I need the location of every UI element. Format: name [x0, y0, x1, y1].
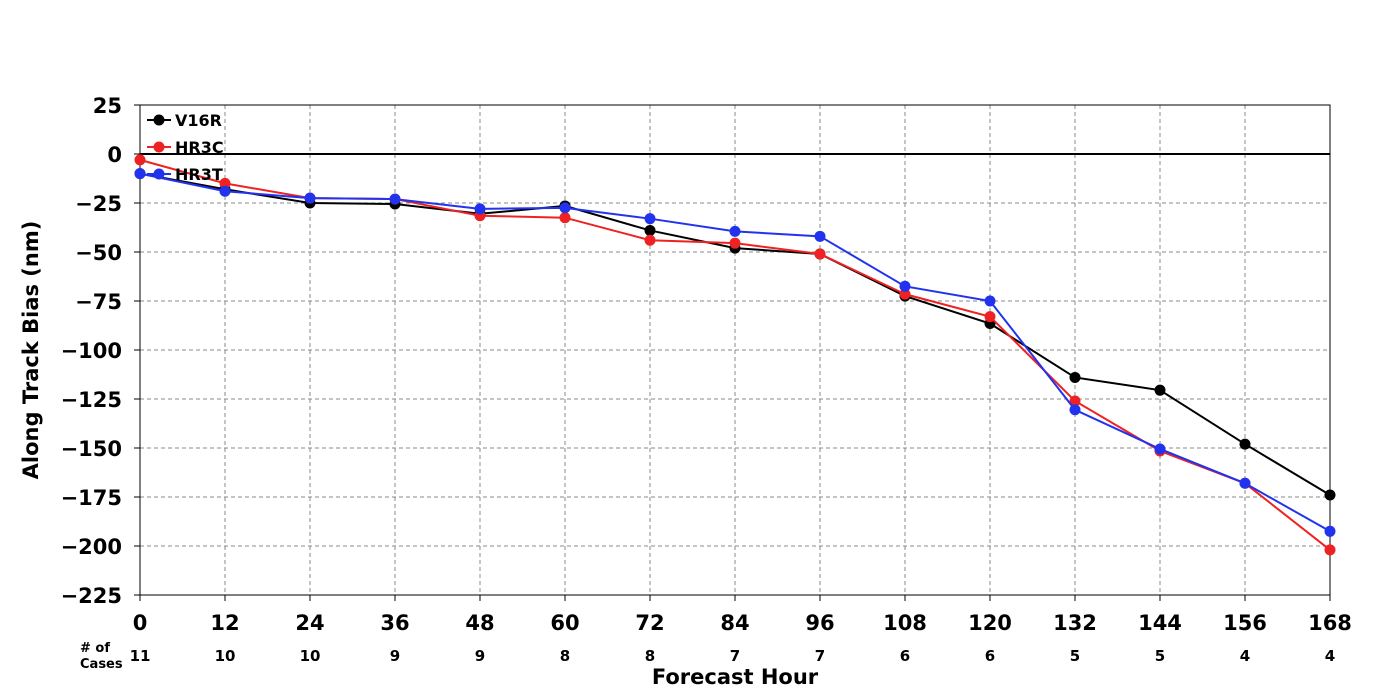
- case-count: 7: [730, 647, 740, 665]
- legend-label: V16R: [175, 111, 222, 130]
- x-tick-label: 120: [968, 611, 1012, 635]
- y-tick-label: −150: [61, 437, 122, 461]
- data-point: [1069, 404, 1081, 416]
- case-count: 4: [1240, 647, 1250, 665]
- x-tick-label: 24: [295, 611, 324, 635]
- x-tick-label: 60: [550, 611, 579, 635]
- data-point: [984, 295, 996, 307]
- cases-label-line-1: # of: [80, 641, 110, 656]
- case-count: 5: [1155, 647, 1165, 665]
- data-point: [899, 288, 911, 300]
- x-tick-label: 12: [210, 611, 239, 635]
- data-point: [134, 154, 146, 166]
- legend-marker: [153, 168, 165, 180]
- case-count: 11: [130, 647, 151, 665]
- data-point: [644, 213, 656, 225]
- data-point: [644, 234, 656, 246]
- x-tick-label: 96: [805, 611, 834, 635]
- case-count: 6: [900, 647, 910, 665]
- y-tick-label: −225: [61, 584, 122, 608]
- data-point: [304, 192, 316, 204]
- data-point: [899, 280, 911, 292]
- x-tick-label: 132: [1053, 611, 1097, 635]
- data-point: [1324, 489, 1336, 501]
- data-point: [644, 224, 656, 236]
- legend-marker: [153, 114, 165, 126]
- legend: V16R HR3C HR3T: [147, 111, 224, 184]
- cases-row: 11 10 10 9 9 8 8 7 7 6 6 5 5 4 4: [130, 647, 1336, 665]
- legend-label: HR3C: [175, 138, 224, 157]
- series-hr3t: [134, 168, 1336, 537]
- data-point: [1324, 525, 1336, 537]
- grid-lines: [140, 105, 1330, 595]
- y-tick-label: −50: [75, 241, 122, 265]
- case-count: 5: [1070, 647, 1080, 665]
- y-tick-label: −100: [61, 339, 122, 363]
- y-tick-label: −25: [75, 192, 122, 216]
- x-tick-label: 144: [1138, 611, 1182, 635]
- y-tick-label: −200: [61, 535, 122, 559]
- series-hr3c: [134, 154, 1336, 556]
- data-point: [134, 168, 146, 180]
- case-count: 4: [1325, 647, 1335, 665]
- data-point: [1069, 395, 1081, 407]
- data-point: [729, 225, 741, 237]
- y-tick-label: 0: [107, 143, 122, 167]
- x-tick-label: 84: [720, 611, 749, 635]
- y-tick-label: −175: [61, 486, 122, 510]
- x-axis-ticks: 0 12 24 36 48 60 72 84 96 108 120 132 144 156 168: [133, 595, 1352, 635]
- data-point: [814, 248, 826, 260]
- x-tick-label: 0: [133, 611, 148, 635]
- data-point: [1154, 384, 1166, 396]
- data-point: [1239, 438, 1251, 450]
- series-layer: [134, 154, 1336, 556]
- x-tick-label: 48: [465, 611, 494, 635]
- x-tick-label: 108: [883, 611, 927, 635]
- case-count: 9: [475, 647, 485, 665]
- x-axis-title: Forecast Hour: [652, 665, 819, 689]
- legend-label: HR3T: [175, 165, 223, 184]
- data-point: [814, 230, 826, 242]
- x-tick-label: 36: [380, 611, 409, 635]
- data-point: [984, 311, 996, 323]
- y-axis-title: Along Track Bias (nm): [19, 221, 43, 480]
- data-point: [559, 212, 571, 224]
- case-count: 6: [985, 647, 995, 665]
- case-count: 8: [560, 647, 570, 665]
- case-count: 10: [215, 647, 236, 665]
- y-tick-label: −125: [61, 388, 122, 412]
- data-point: [729, 237, 741, 249]
- data-point: [474, 203, 486, 215]
- case-count: 7: [815, 647, 825, 665]
- case-count: 10: [300, 647, 321, 665]
- legend-item: HR3C: [147, 138, 224, 157]
- y-axis-ticks: 25 0 −25 −50 −75 −100 −125 −150 −175 −200 −225: [61, 94, 140, 608]
- x-tick-label: 156: [1223, 611, 1267, 635]
- data-point: [1069, 371, 1081, 383]
- y-tick-label: 25: [93, 94, 122, 118]
- case-count: 8: [645, 647, 655, 665]
- legend-marker: [153, 141, 165, 153]
- data-point: [219, 185, 231, 197]
- data-point: [1154, 443, 1166, 455]
- data-point: [1239, 477, 1251, 489]
- data-point: [219, 177, 231, 189]
- data-point: [1324, 544, 1336, 556]
- data-point: [559, 202, 571, 214]
- x-tick-label: 168: [1308, 611, 1352, 635]
- case-count: 9: [390, 647, 400, 665]
- cases-label-line-2: Cases: [80, 657, 123, 672]
- x-tick-label: 72: [635, 611, 664, 635]
- legend-item: V16R: [147, 111, 222, 130]
- data-point: [389, 193, 401, 205]
- y-tick-label: −75: [75, 290, 122, 314]
- legend-item: HR3T: [147, 165, 223, 184]
